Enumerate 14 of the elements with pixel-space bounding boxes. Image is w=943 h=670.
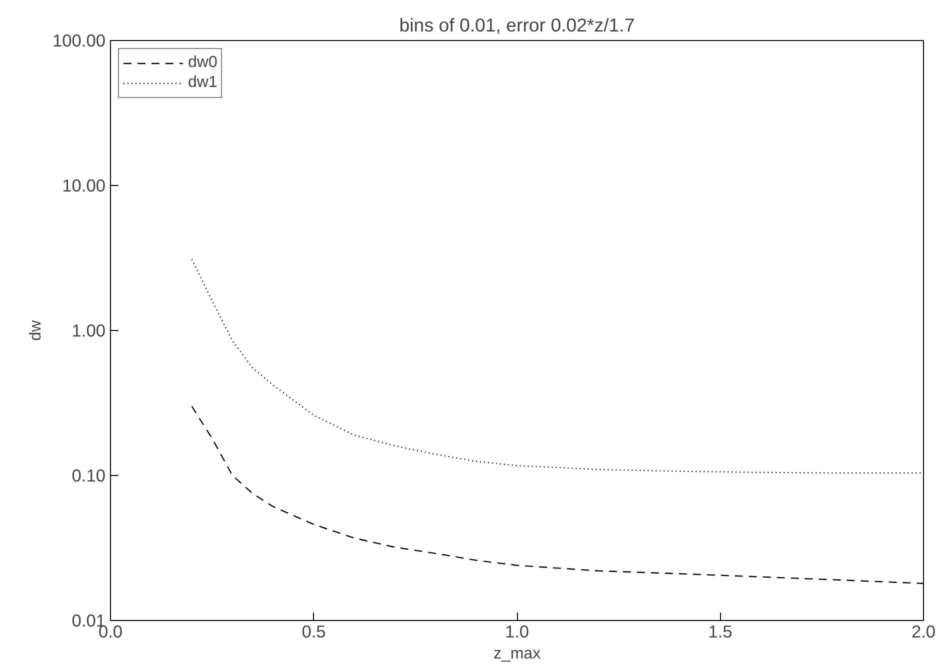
y-tick-label: 10.00 <box>62 176 106 196</box>
x-tick-label: 1.5 <box>708 622 732 642</box>
y-axis-title: dw <box>28 320 44 341</box>
y-tick-label: 100.00 <box>52 30 106 50</box>
x-tick-label: 2.0 <box>911 622 936 642</box>
x-tick-label: 1.0 <box>504 622 530 642</box>
legend-label: dw1 <box>188 74 218 92</box>
chart-title: bins of 0.01, error 0.02*z/1.7 <box>399 14 635 36</box>
x-axis-title: z_max <box>493 646 541 662</box>
y-tick-label: 0.10 <box>72 466 106 486</box>
x-tick-label: 0.5 <box>302 622 326 642</box>
line-series <box>191 258 924 474</box>
legend-label: dw0 <box>188 54 218 72</box>
y-tick-label: 1.00 <box>72 320 106 340</box>
